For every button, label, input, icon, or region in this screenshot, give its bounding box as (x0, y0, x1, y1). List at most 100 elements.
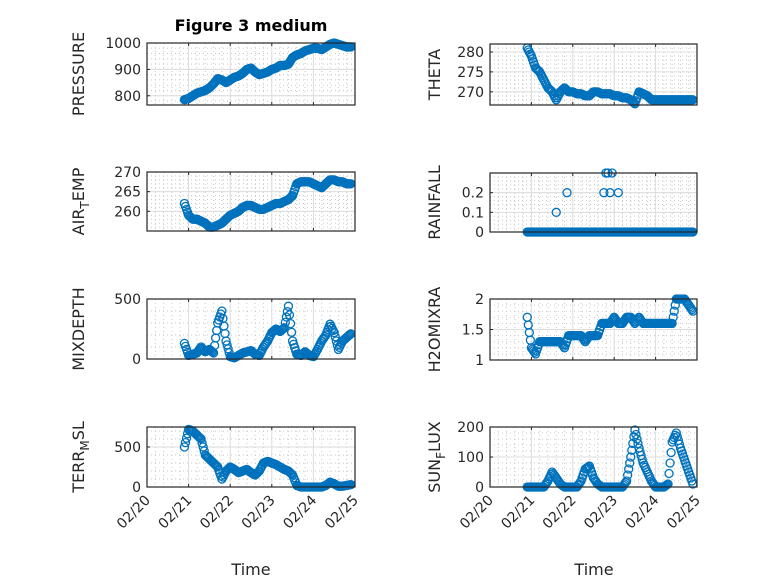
data-point (674, 439, 685, 449)
data-series (179, 301, 356, 363)
data-point (276, 325, 286, 336)
y-tick-label: 1.5 (462, 323, 484, 339)
data-point (210, 460, 221, 470)
x-tick-label: 02/24 (623, 492, 663, 532)
axes-box (489, 172, 698, 233)
chart-title: Figure 3 medium (175, 16, 328, 35)
subplot-theta: 270 275 280 THETA (425, 43, 698, 109)
y-tick-label: 2 (475, 292, 484, 308)
data-point (687, 305, 697, 315)
y-axis-label: H2OMIXRA (425, 287, 444, 373)
axes-background (147, 427, 355, 487)
axes-box (489, 298, 698, 361)
subplot-air-temp: 260 265 270 AIRTEMP (69, 165, 356, 235)
y-tick-label: 0 (132, 352, 141, 368)
x-tick-label: 02/24 (280, 492, 320, 532)
data-point (583, 462, 593, 472)
data-point (179, 442, 190, 452)
axes-box (146, 42, 356, 106)
y-tick-label: 100 (457, 450, 484, 466)
x-tick-label: 02/21 (156, 493, 196, 533)
data-point (285, 468, 296, 478)
data-point (285, 192, 296, 203)
axes-background (490, 173, 697, 232)
data-series (179, 424, 356, 492)
y-axis-label: THETA (425, 49, 444, 101)
x-tick-label: 02/21 (498, 493, 538, 533)
data-point (632, 434, 642, 444)
x-axis-label-right: Time (573, 560, 613, 579)
y-axis-label: RAINFALL (425, 165, 444, 240)
data-point (284, 310, 295, 320)
axes-box (489, 43, 698, 106)
axes-box (146, 426, 356, 488)
data-series (522, 43, 698, 109)
data-series (179, 38, 356, 105)
data-point (193, 431, 203, 441)
x-tick-label: 02/20 (457, 493, 497, 533)
y-tick-label: 265 (114, 185, 141, 201)
y-tick-label: 500 (114, 292, 141, 308)
data-point (662, 480, 672, 490)
y-tick-label: 275 (457, 65, 484, 81)
x-tick-label: 02/20 (114, 493, 154, 533)
data-point (613, 188, 623, 198)
y-tick-label: 200 (457, 420, 484, 436)
y-tick-label: 270 (457, 85, 484, 101)
data-point (624, 464, 634, 474)
x-tick-label: 02/22 (540, 493, 580, 533)
data-point (207, 347, 218, 357)
data-point (668, 312, 678, 322)
data-point (343, 331, 353, 342)
data-point (283, 301, 294, 311)
data-point (286, 327, 297, 337)
x-tick-label: 02/25 (664, 493, 704, 533)
y-axis-label: MIXDEPTH (69, 287, 88, 370)
x-tick-label: 02/23 (239, 493, 279, 533)
axes-box (489, 426, 698, 488)
subplot-sun-flux: 02/20 02/21 02/22 02/23 02/24 02/25 0 100 200 SUN… (425, 420, 704, 532)
y-axis-label: AIRTEMP (69, 167, 92, 235)
data-point (551, 207, 561, 217)
y-axis-label: SUNFLUX (425, 421, 448, 493)
subplot-h2omixra: 1 1.5 2 H2OMIXRA (425, 287, 698, 373)
y-tick-label: 0.1 (462, 205, 484, 221)
data-point (181, 433, 192, 443)
y-axis-label: TERRMSL (69, 421, 92, 494)
data-point (626, 452, 636, 462)
data-point (278, 324, 288, 334)
data-point (633, 438, 643, 449)
data-point (664, 468, 674, 479)
data-point (666, 447, 676, 458)
x-tick-label: 02/25 (322, 493, 362, 533)
data-point (562, 188, 572, 198)
subplot-pressure: 800 900 1000 PRESSURE (69, 32, 356, 116)
y-tick-label: 0 (475, 225, 484, 241)
data-point (345, 330, 355, 340)
data-point (667, 318, 677, 329)
y-tick-label: 280 (457, 45, 484, 61)
data-point (329, 327, 339, 338)
subplot-mixdepth: 0 500 MIXDEPTH (69, 287, 356, 371)
data-point (631, 429, 641, 440)
y-tick-label: 260 (114, 204, 141, 220)
data-point (529, 347, 540, 358)
data-point (621, 476, 632, 486)
subplot-terr-msl: 02/20 02/21 02/22 02/23 02/24 02/25 0 500 TERRMS… (69, 421, 362, 532)
data-point (330, 332, 340, 342)
x-tick-label: 02/22 (197, 493, 237, 533)
axes-box (146, 171, 356, 232)
y-tick-label: 0.2 (462, 186, 484, 202)
data-point (661, 480, 671, 491)
y-tick-label: 0 (475, 480, 484, 496)
y-tick-label: 900 (114, 62, 141, 78)
data-point (195, 433, 205, 443)
y-axis-label: PRESSURE (69, 32, 88, 116)
axes-box (146, 298, 356, 360)
data-series (522, 294, 698, 359)
y-tick-label: 1 (475, 353, 484, 369)
data-point (663, 479, 673, 489)
data-point (625, 458, 635, 468)
y-tick-label: 500 (114, 440, 141, 456)
